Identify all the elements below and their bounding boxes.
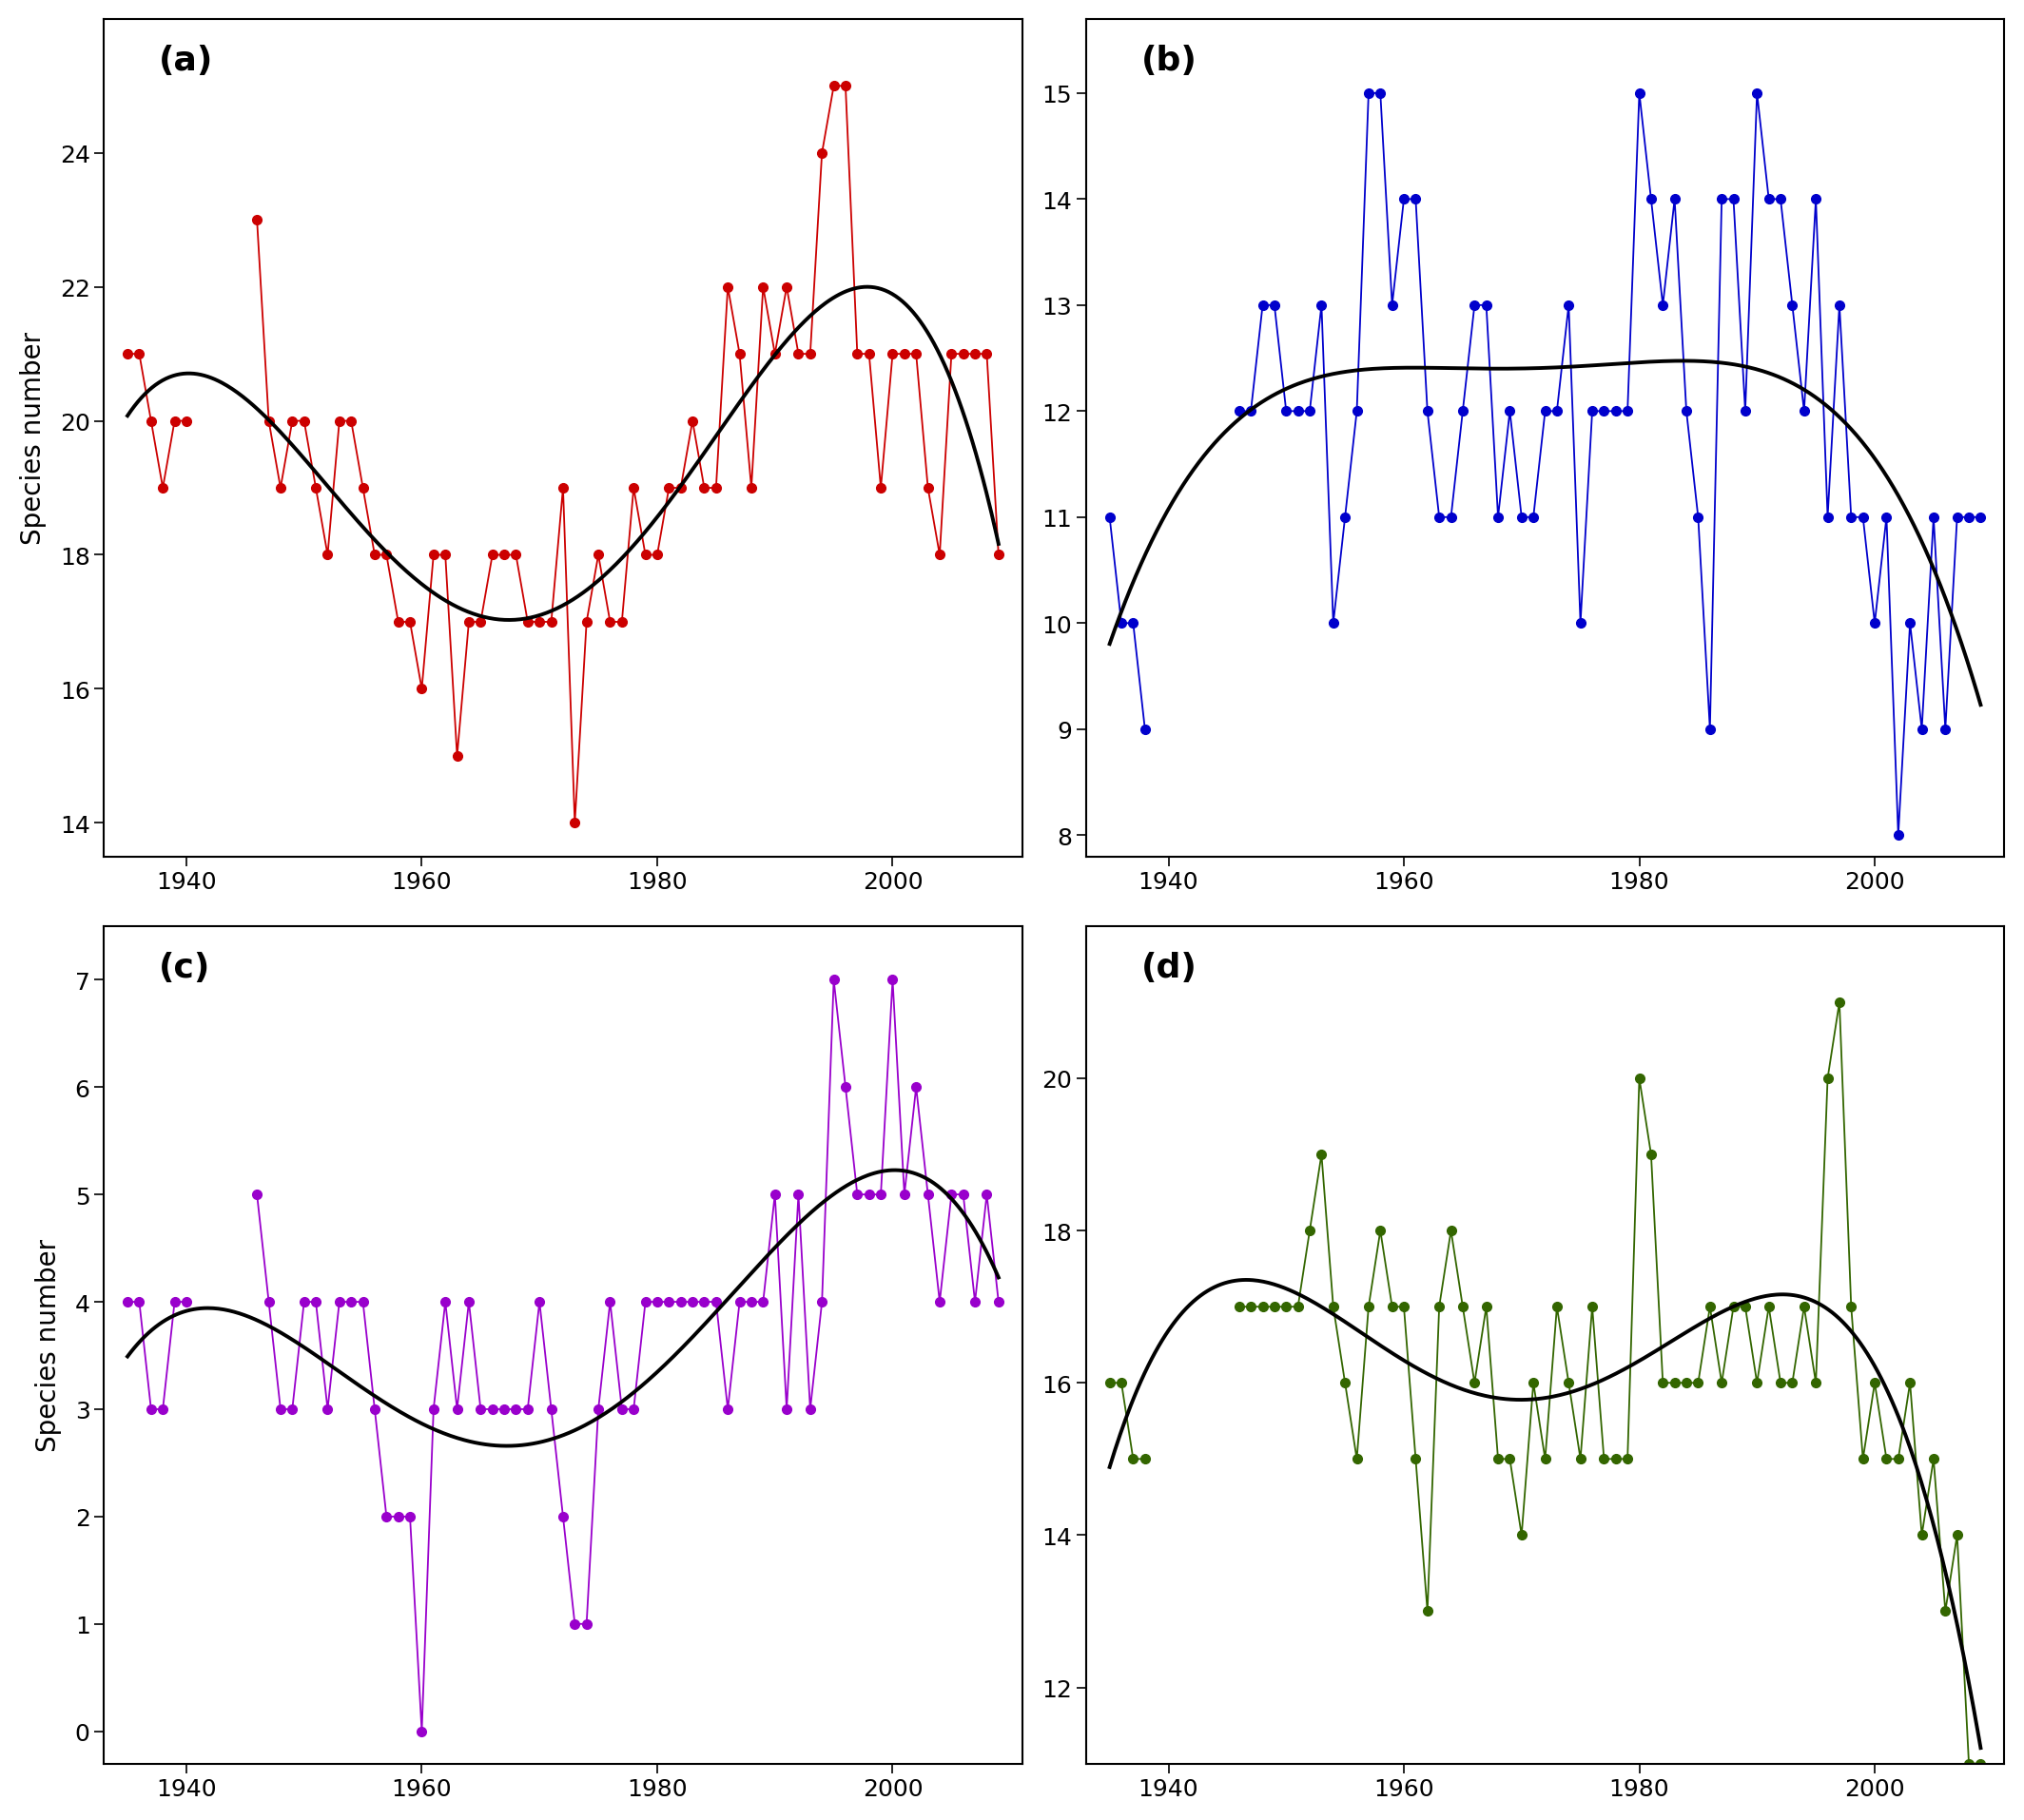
Text: (b): (b): [1142, 46, 1196, 76]
Text: (d): (d): [1142, 952, 1196, 985]
Y-axis label: Species number: Species number: [34, 1239, 61, 1452]
Text: (c): (c): [160, 952, 210, 985]
Text: (a): (a): [160, 46, 215, 76]
Y-axis label: Species number: Species number: [20, 331, 47, 544]
